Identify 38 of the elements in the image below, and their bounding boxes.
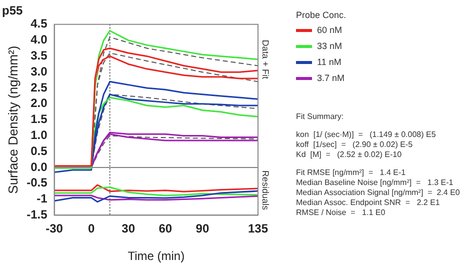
y-tick-label: -1 — [36, 192, 48, 206]
y-tick-label: 0.5 — [30, 144, 48, 158]
y-tick-label: 4.5 — [30, 16, 48, 31]
y-tick-label: 0.0 — [30, 160, 48, 174]
legend-label: 11 nM — [317, 57, 342, 67]
x-axis-title: Time (min) — [128, 249, 185, 264]
legend-label: 3.7 nM — [317, 73, 345, 83]
y-tick-label: 3.0 — [30, 64, 48, 78]
x-tick-label: 0 — [88, 222, 95, 236]
text: Median Assoc. Endpoint SNR = 2.2 E1 — [296, 198, 441, 208]
text: Median Baseline Noise [ng/mm²] = 1.3 E-1 — [296, 178, 454, 188]
text: Kd [M] = (2.52 ± 0.02) E-10 — [296, 150, 403, 160]
x-tick-label: 30 — [122, 222, 136, 236]
y-tick-label: -1.5 — [26, 208, 48, 222]
text: RMSE / Noise = 1.1 E0 — [296, 208, 386, 218]
legend-label: 60 nM — [317, 25, 342, 35]
chart-title: p55 — [2, 4, 24, 18]
text: kon [1/ (sec·M)] = (1.149 ± 0.008) E5 — [296, 130, 437, 140]
x-tick-label: -30 — [46, 222, 64, 236]
y-tick-label: -0.5 — [26, 176, 48, 190]
text: Fit RMSE [ng/mm²] = 1.4 E-1 — [296, 168, 407, 178]
text: Data + Fit — [260, 40, 271, 80]
y-tick-label: 2.5 — [30, 80, 48, 94]
text: Residuals — [260, 170, 271, 210]
legend-title: Probe Conc. — [296, 10, 346, 20]
x-tick-label: 90 — [196, 222, 210, 236]
legend-label: 33 nM — [317, 41, 342, 51]
y-tick-label: 1.0 — [30, 128, 48, 142]
y-tick-label: 4.0 — [30, 32, 48, 47]
text: Fit Summary: — [296, 112, 345, 122]
text: koff [1/sec] = (2.90 ± 0.02) E-5 — [296, 140, 414, 150]
y-axis-title: Surface Density (ng/mm²) — [5, 46, 20, 194]
y-tick-label: 2.0 — [30, 96, 48, 110]
y-tick-label: 3.5 — [30, 48, 48, 63]
x-tick-label: 60 — [158, 222, 172, 236]
x-tick-label: 135 — [248, 222, 268, 236]
text: Median Association Signal [ng/mm²] = 2.4 E0 — [296, 188, 460, 198]
y-tick-label: 1.5 — [30, 112, 48, 126]
